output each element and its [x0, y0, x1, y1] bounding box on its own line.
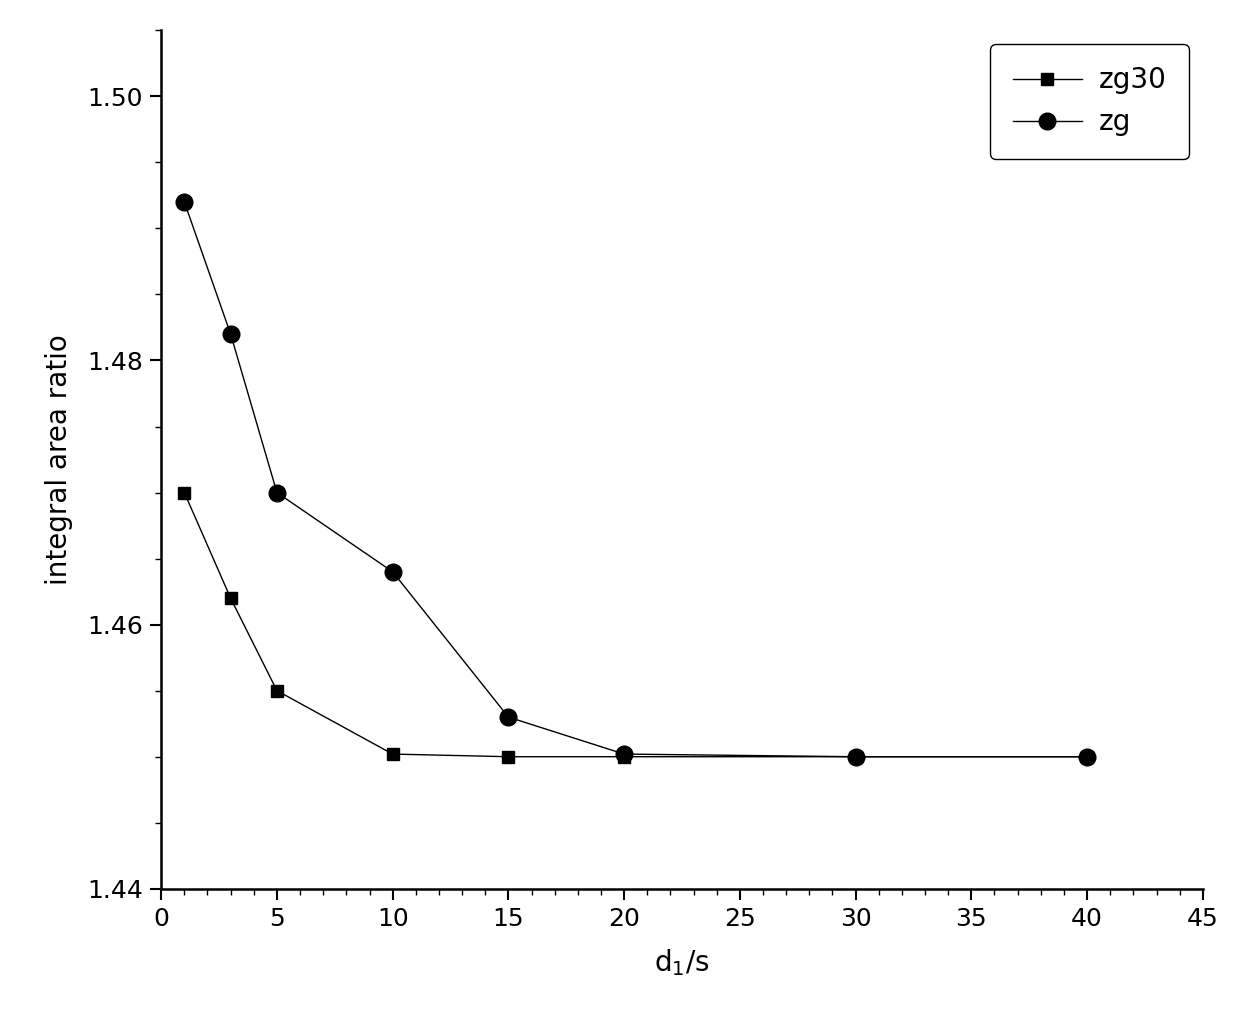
zg [386, 566, 401, 578]
zg30 [386, 748, 401, 761]
zg [1080, 750, 1095, 763]
Line: zg30: zg30 [179, 487, 1094, 763]
zg30 [501, 750, 516, 763]
zg30 [223, 592, 238, 604]
Legend: zg30, zg: zg30, zg [991, 44, 1189, 159]
zg [223, 328, 238, 340]
zg [848, 750, 863, 763]
zg30 [1080, 750, 1095, 763]
zg [177, 196, 192, 208]
Y-axis label: integral area ratio: integral area ratio [46, 334, 73, 585]
zg [269, 487, 284, 499]
zg30 [616, 750, 631, 763]
zg30 [269, 685, 284, 697]
Line: zg: zg [176, 194, 1095, 765]
X-axis label: d$_1$/s: d$_1$/s [655, 947, 709, 979]
zg30 [848, 750, 863, 763]
zg [501, 711, 516, 723]
zg30 [177, 487, 192, 499]
zg [616, 748, 631, 761]
